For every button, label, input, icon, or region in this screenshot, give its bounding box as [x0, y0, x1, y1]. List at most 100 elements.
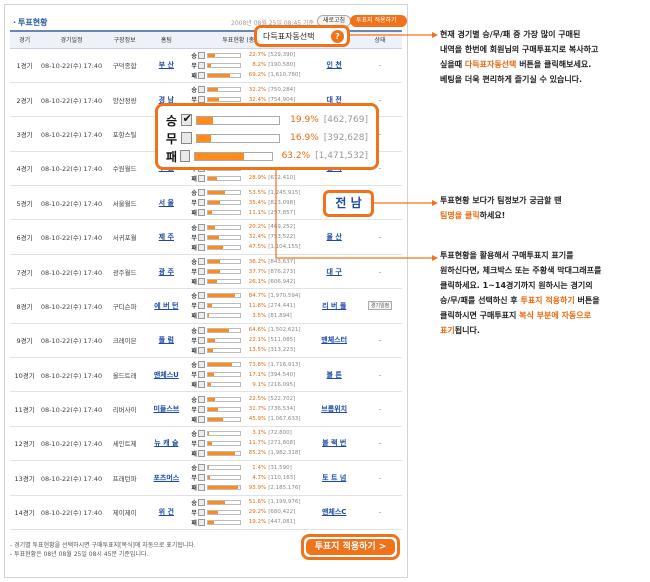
odds-checkbox[interactable]: [198, 518, 206, 526]
odds-bar[interactable]: [207, 234, 242, 240]
odds-row[interactable]: 패 26.1% [606,942]: [190, 277, 310, 286]
odds-row[interactable]: 승 20.2% [469,252]: [190, 223, 310, 232]
away-team-link[interactable]: 맨체스C: [321, 508, 347, 517]
odds-checkbox[interactable]: [198, 361, 206, 369]
home-team-link[interactable]: 포츠머스: [153, 473, 180, 482]
home-team-link[interactable]: 위 건: [158, 508, 174, 517]
odds-row[interactable]: 패 45.9% [1,067,633]: [190, 415, 310, 424]
odds-row[interactable]: 무 37.7% [876,273]: [190, 267, 310, 276]
odds-row[interactable]: 승 36.2% [843,637]: [190, 257, 310, 266]
odds-bar[interactable]: [207, 416, 242, 422]
zoom-odds-row[interactable]: 패 63.2% [1,471,532]: [166, 147, 368, 165]
odds-bar[interactable]: [207, 430, 242, 436]
odds-checkbox[interactable]: [198, 174, 206, 182]
odds-row[interactable]: 패 93.9% [2,185,176]: [190, 483, 310, 492]
odds-bar[interactable]: [207, 200, 242, 206]
apply-ticket-button-bottom[interactable]: 투표지 적용하기 >: [301, 534, 400, 560]
odds-row[interactable]: 승 73.8% [1,716,913]: [190, 360, 310, 369]
odds-bar[interactable]: [207, 269, 242, 275]
odds-row[interactable]: 패 3.5% [81,894]: [190, 311, 310, 320]
home-team-link[interactable]: 서 울: [158, 198, 174, 207]
odds-checkbox[interactable]: [198, 223, 206, 231]
odds-bar[interactable]: [207, 279, 242, 285]
odds-checkbox[interactable]: [198, 292, 206, 300]
odds-bar[interactable]: [207, 52, 242, 58]
odds-bar[interactable]: [207, 362, 242, 368]
odds-row[interactable]: 무 11.7% [271,808]: [190, 439, 310, 448]
odds-checkbox[interactable]: [198, 243, 206, 251]
away-team-link[interactable]: 블 랙 번: [322, 439, 347, 448]
home-team-link[interactable]: 경 남: [158, 95, 174, 104]
odds-bar[interactable]: [207, 382, 242, 388]
away-team-link[interactable]: 울 산: [326, 233, 342, 242]
odds-checkbox[interactable]: [198, 474, 206, 482]
home-team-link[interactable]: 맨체스U: [153, 370, 179, 379]
zoom-bar[interactable]: [195, 115, 280, 125]
odds-checkbox[interactable]: [198, 336, 206, 344]
odds-checkbox[interactable]: [198, 258, 206, 266]
odds-bar[interactable]: [207, 175, 242, 181]
odds-row[interactable]: 승 3.1% [72,800]: [190, 429, 310, 438]
odds-row[interactable]: 패 28.9% [672,410]: [190, 174, 310, 183]
odds-row[interactable]: 무 22.1% [511,085]: [190, 336, 310, 345]
auto-select-button[interactable]: 다득표자동선택 ?: [254, 25, 350, 47]
odds-bar[interactable]: [207, 72, 242, 78]
odds-row[interactable]: 승 22.7% [529,390]: [190, 51, 310, 60]
odds-bar[interactable]: [207, 313, 242, 319]
odds-checkbox[interactable]: [198, 233, 206, 241]
odds-checkbox[interactable]: [198, 498, 206, 506]
home-team-link[interactable]: 제 주: [158, 233, 174, 242]
odds-row[interactable]: 패 85.2% [1,982,318]: [190, 449, 310, 458]
odds-checkbox[interactable]: [198, 405, 206, 413]
odds-row[interactable]: 무 4.7% [110,163]: [190, 473, 310, 482]
odds-checkbox[interactable]: [198, 268, 206, 276]
odds-checkbox[interactable]: [198, 464, 206, 472]
odds-checkbox[interactable]: [198, 395, 206, 403]
odds-checkbox[interactable]: [198, 71, 206, 79]
odds-row[interactable]: 승 84.7% [1,970,594]: [190, 291, 310, 300]
odds-row[interactable]: 무 29.2% [680,422]: [190, 508, 310, 517]
away-team-link[interactable]: 맨체스터: [321, 336, 348, 345]
odds-bar[interactable]: [207, 440, 242, 446]
status-badge[interactable]: 경기일정: [367, 301, 393, 311]
odds-checkbox[interactable]: [198, 189, 206, 197]
odds-checkbox[interactable]: [198, 278, 206, 286]
odds-row[interactable]: 무 31.7% [736,534]: [190, 405, 310, 414]
odds-bar[interactable]: [207, 396, 242, 402]
odds-bar[interactable]: [207, 190, 242, 196]
odds-bar[interactable]: [207, 224, 242, 230]
zoom-odds-row[interactable]: 무 16.9% [392,628]: [166, 129, 368, 147]
odds-checkbox[interactable]: [198, 96, 206, 104]
odds-row[interactable]: 무 32.4% [754,904]: [190, 95, 310, 104]
odds-bar[interactable]: [207, 62, 242, 68]
odds-row[interactable]: 무 17.1% [394,540]: [190, 370, 310, 379]
odds-checkbox[interactable]: [198, 61, 206, 69]
odds-bar[interactable]: [207, 450, 242, 456]
odds-checkbox[interactable]: [198, 508, 206, 516]
away-team-link[interactable]: 토 트 넘: [322, 473, 347, 482]
help-icon[interactable]: ?: [331, 30, 344, 43]
odds-bar[interactable]: [207, 485, 242, 491]
home-team-link[interactable]: 광 주: [158, 267, 174, 276]
odds-checkbox[interactable]: [198, 439, 206, 447]
odds-row[interactable]: 패 13.5% [313,223]: [190, 346, 310, 355]
odds-row[interactable]: 패 19.2% [447,081]: [190, 518, 310, 527]
zoom-checkbox[interactable]: [179, 150, 191, 162]
odds-bar[interactable]: [207, 327, 242, 333]
odds-row[interactable]: 무 35.4% [823,098]: [190, 198, 310, 207]
zoom-bar[interactable]: [194, 151, 274, 161]
odds-bar[interactable]: [207, 519, 242, 525]
odds-checkbox[interactable]: [198, 302, 206, 310]
home-team-link[interactable]: 뉴 캐 슬: [154, 439, 179, 448]
odds-checkbox[interactable]: [198, 199, 206, 207]
home-team-link[interactable]: 부 산: [158, 61, 174, 70]
odds-bar[interactable]: [207, 259, 242, 265]
away-team-link[interactable]: 리 버 풀: [322, 301, 347, 310]
odds-checkbox[interactable]: [198, 449, 206, 457]
away-team-link[interactable]: 대 구: [326, 267, 342, 276]
odds-checkbox[interactable]: [198, 429, 206, 437]
odds-row[interactable]: 패 47.5% [1,104,155]: [190, 243, 310, 252]
odds-bar[interactable]: [207, 406, 242, 412]
away-team-link[interactable]: 볼 튼: [326, 370, 342, 379]
zoom-checkbox[interactable]: [180, 132, 192, 144]
